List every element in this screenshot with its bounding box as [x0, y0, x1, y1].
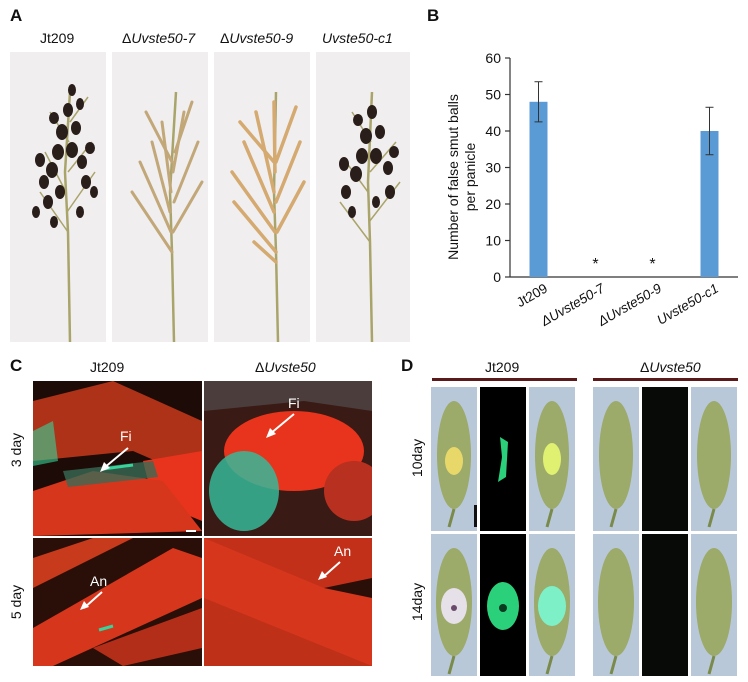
spikelet-jt209-14day-gfp	[480, 534, 526, 676]
an-annotation-c4: An	[334, 543, 352, 559]
panel-d-group2-bar	[593, 378, 738, 381]
panel-a-col2-label: ΔUvste50-7	[122, 30, 196, 46]
spikelet-jt209-10day-merge	[529, 387, 575, 531]
panel-c-col1-label: Jt209	[90, 359, 125, 375]
spikelet-jt209-10day-gfp	[480, 387, 526, 531]
panel-b-label: B	[427, 6, 440, 25]
scale-bar	[474, 505, 477, 527]
panel-d-group2-label: ΔUvste50	[640, 359, 701, 375]
y-tick-label: 60	[485, 50, 501, 66]
spikelet-jt209-10day-bright	[431, 387, 477, 531]
arrow-icon	[266, 413, 295, 438]
fluor-jt209-3day	[33, 381, 202, 536]
panicle-photo-uvste50-9	[214, 52, 310, 342]
panel-c-col2-label: ΔUvste50	[255, 359, 316, 375]
panel-d-group1-label: Jt209	[485, 359, 520, 375]
y-tick-label: 10	[485, 233, 501, 249]
spikelet-uvste50-14day-bright	[593, 534, 639, 676]
fluor-uvste50-5day	[204, 538, 372, 666]
panel-d-label: D	[401, 356, 414, 375]
spikelet-uvste50-10day-gfp	[642, 387, 688, 531]
spikelet-jt209-14day-bright	[431, 534, 477, 676]
spikelet-uvste50-10day-bright	[593, 387, 639, 531]
bar	[529, 101, 548, 277]
y-tick-label: 30	[485, 160, 501, 176]
panicle-photo-uvste50-c1	[316, 52, 410, 342]
significance-marker: *	[649, 256, 655, 273]
scale-bar	[186, 530, 196, 532]
panel-d-group1-bar	[432, 378, 577, 381]
an-annotation-c3: An	[90, 573, 108, 589]
x-tick-label: Uvste50-c1	[654, 281, 721, 328]
panel-c-label: C	[10, 356, 23, 375]
fluor-jt209-5day	[33, 538, 202, 666]
spikelet-jt209-14day-merge	[529, 534, 575, 676]
panicle-photo-jt209	[10, 52, 106, 342]
arrow-icon	[80, 591, 103, 610]
fluor-uvste50-3day	[204, 381, 372, 536]
arrow-icon	[318, 561, 341, 580]
x-tick-label: ΔUvste50-9	[594, 280, 664, 329]
y-tick-label: 40	[485, 123, 501, 139]
panel-a-col3-label: ΔUvste50-9	[220, 30, 294, 46]
spikelet-uvste50-14day-merge	[691, 534, 737, 676]
panel-a-label: A	[10, 6, 23, 25]
significance-marker: *	[592, 256, 598, 273]
y-tick-label: 0	[493, 269, 501, 285]
panel-a-col1-label: Jt209	[40, 30, 75, 46]
bar	[700, 131, 719, 277]
panel-a-col4-label: Uvste50-c1	[322, 30, 393, 46]
y-tick-label: 50	[485, 87, 501, 103]
x-tick-label: Jt209	[514, 281, 550, 311]
x-tick-label: ΔUvste50-7	[537, 280, 607, 329]
spikelet-uvste50-14day-gfp	[642, 534, 688, 676]
panicle-photo-uvste50-7	[112, 52, 208, 342]
fi-annotation-c1: Fi	[120, 428, 132, 444]
y-tick-label: 20	[485, 196, 501, 212]
arrow-icon	[100, 447, 129, 472]
spikelet-uvste50-10day-merge	[691, 387, 737, 531]
fi-annotation-c2: Fi	[288, 395, 300, 411]
